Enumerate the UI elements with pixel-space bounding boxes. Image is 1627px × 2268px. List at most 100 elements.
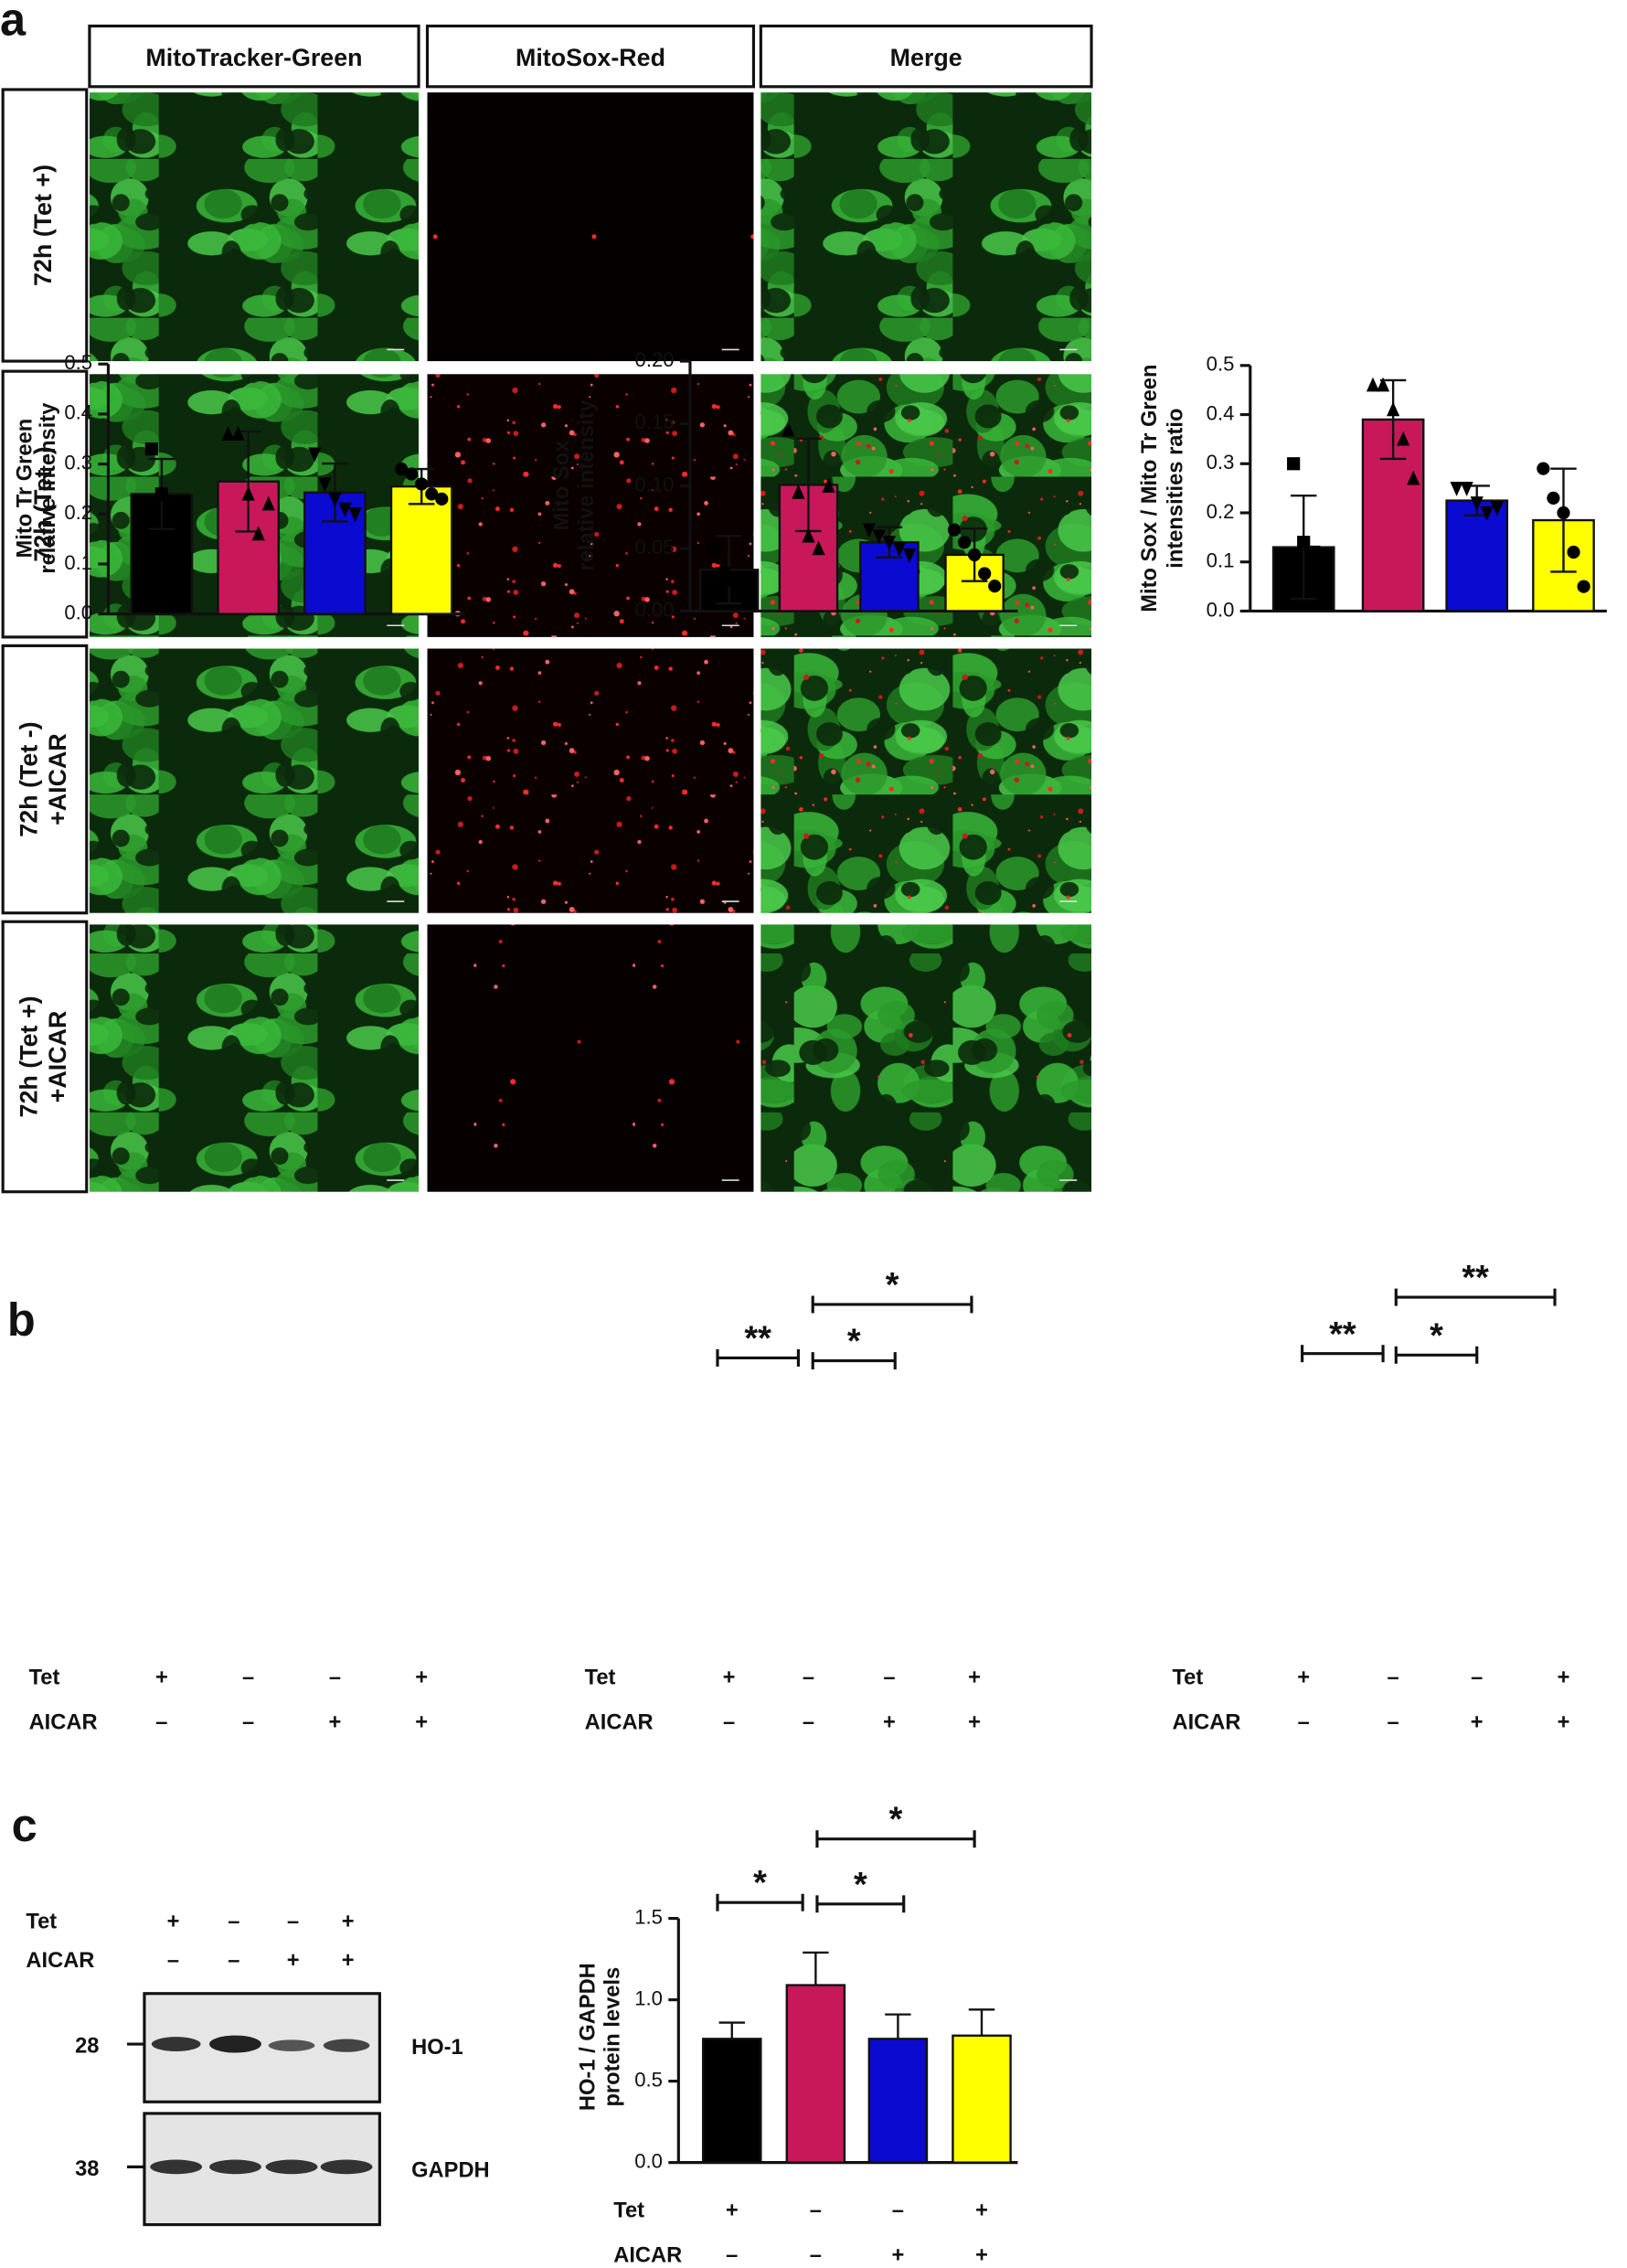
size-marker: 38 — [75, 2157, 99, 2181]
condition-sign: + — [329, 1711, 342, 1735]
y-tick-label: 0.1 — [1207, 549, 1235, 572]
condition-sign: + — [968, 1711, 981, 1735]
y-tick-label: 0.0 — [64, 601, 92, 623]
data-point — [348, 507, 362, 522]
data-point — [1547, 491, 1560, 505]
data-point — [251, 526, 265, 541]
row-label: +AICAR — [44, 733, 71, 825]
panel-label: b — [7, 1294, 36, 1346]
data-point — [988, 579, 1002, 593]
data-point — [902, 548, 917, 563]
condition-sign: + — [891, 2244, 904, 2268]
data-point — [728, 573, 741, 587]
data-point — [154, 487, 169, 501]
bar-chart: 0.0 0.1 0.2 0.3 0.4 0.5 Mito Tr Green relative … — [14, 351, 465, 1735]
micrograph — [427, 648, 754, 913]
condition-sign: – — [803, 1711, 814, 1735]
y-tick-label: 1.5 — [634, 1905, 663, 1928]
micrograph — [427, 92, 754, 362]
micrograph — [760, 648, 1092, 913]
western-blot: 28 38 HO-1 GAPDH Tet + – – + AICAR – – + + — [26, 1911, 490, 2227]
significance-label: ** — [1329, 1315, 1356, 1354]
condition-sign: + — [883, 1711, 896, 1735]
condition-sign: – — [1388, 1666, 1399, 1690]
data-point — [308, 447, 322, 463]
condition-sign: – — [228, 1911, 239, 1934]
data-point — [882, 536, 897, 550]
band — [150, 2159, 203, 2175]
y-axis-label: Mito Tr Green — [14, 419, 37, 559]
condition-sign: + — [1471, 1711, 1483, 1735]
bar — [785, 1984, 846, 2164]
image-header: Merge — [890, 44, 962, 71]
significance-label: * — [1430, 1316, 1443, 1355]
condition-sign: – — [228, 1949, 239, 1973]
panel-label: a — [0, 0, 27, 46]
significance-label: * — [847, 1323, 861, 1361]
y-tick-label: 0.15 — [635, 410, 675, 433]
y-tick-label: 1.0 — [634, 1986, 663, 2009]
y-tick-label: 0.1 — [64, 551, 92, 574]
condition-sign: – — [883, 1666, 895, 1690]
y-axis-label: HO-1 / GAPDH — [577, 1963, 601, 2111]
data-point — [892, 541, 907, 557]
header-box — [425, 24, 756, 89]
data-point — [435, 492, 449, 506]
y-tick-label: 0.3 — [64, 451, 92, 474]
y-axis-label: protein levels — [601, 1967, 625, 2107]
condition-sign: – — [810, 2199, 822, 2223]
condition-sign: – — [1388, 1711, 1399, 1735]
y-tick-label: 0.4 — [1207, 401, 1235, 424]
band — [265, 2159, 318, 2175]
micrograph — [89, 648, 420, 913]
condition-sign: – — [1471, 1666, 1483, 1690]
condition-label: AICAR — [585, 1711, 654, 1735]
condition-sign: + — [415, 1711, 428, 1735]
y-tick-label: 0.0 — [634, 2149, 663, 2172]
condition-sign: – — [892, 2199, 904, 2223]
image-header: MitoSox-Red — [516, 44, 665, 71]
data-point — [144, 442, 158, 456]
band — [268, 2039, 315, 2051]
data-point — [1577, 580, 1590, 593]
condition-sign: + — [1558, 1711, 1570, 1735]
data-point — [261, 495, 275, 511]
data-point — [802, 527, 815, 543]
condition-sign: + — [415, 1666, 428, 1690]
micrograph — [89, 92, 420, 362]
condition-sign: + — [155, 1666, 168, 1690]
significance-label: * — [889, 1801, 903, 1839]
data-point — [165, 497, 179, 511]
condition-sign: – — [723, 1711, 735, 1735]
y-axis-label: relative intensity — [575, 399, 599, 571]
y-axis-label: intensities ratio — [1164, 409, 1187, 569]
bar — [1445, 499, 1509, 612]
data-point — [1490, 501, 1504, 516]
bar — [389, 484, 453, 615]
condition-label: Tet — [613, 2199, 644, 2223]
data-point — [1407, 470, 1420, 485]
bar — [867, 2038, 929, 2164]
data-point — [405, 467, 419, 481]
data-point — [792, 484, 805, 499]
condition-sign: + — [1297, 1666, 1310, 1690]
y-tick-label: 0.10 — [635, 474, 675, 496]
data-point — [782, 421, 795, 437]
condition-sign: + — [968, 1666, 981, 1690]
bar-chart: 0.0 0.5 1.0 1.5 HO-1 / GAPDH protein levels Te… — [577, 1801, 1018, 2268]
condition-sign: + — [726, 2199, 739, 2223]
y-tick-label: 0.20 — [635, 348, 675, 371]
data-point — [947, 523, 962, 537]
row-label-box — [1, 88, 89, 363]
condition-sign: – — [155, 1711, 167, 1735]
condition-sign: – — [810, 2244, 822, 2268]
data-point — [328, 492, 342, 507]
bar-chart: 0.00 0.05 0.10 0.15 0.20 Mito Sox relative int… — [550, 348, 1018, 1735]
data-point — [415, 477, 429, 491]
data-point — [1366, 377, 1380, 392]
condition-label: Tet — [585, 1666, 616, 1690]
data-point — [1480, 506, 1494, 521]
data-point — [862, 523, 876, 538]
y-axis-label: Mito Sox — [550, 441, 574, 531]
data-point — [1376, 377, 1390, 392]
